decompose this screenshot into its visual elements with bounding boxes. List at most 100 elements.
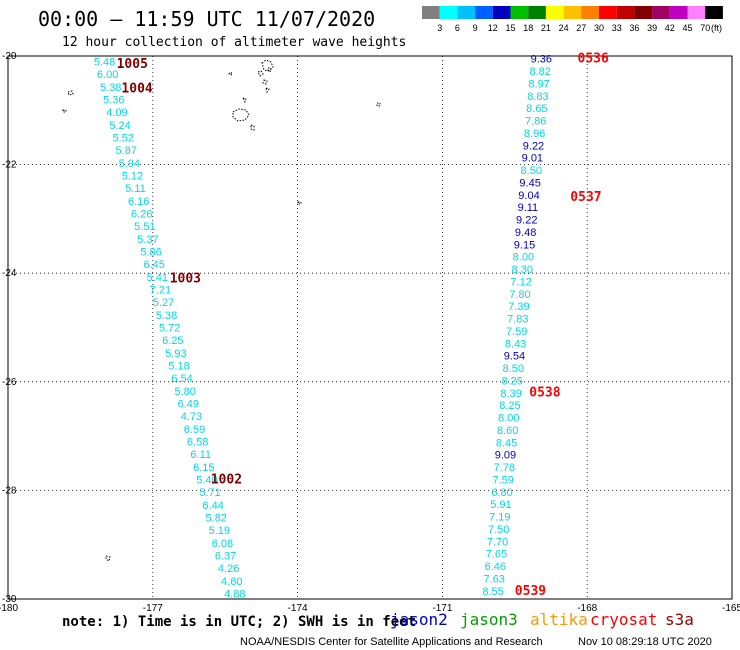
legend-swatch: [422, 6, 440, 19]
wave-height-point: 5.52: [112, 132, 133, 144]
wave-height-point: 6.00: [97, 69, 118, 81]
wave-height-point: 9.04: [518, 190, 539, 202]
legend-label: 21: [541, 23, 551, 33]
wave-height-point: 5.11: [125, 183, 146, 195]
wave-height-point: 9.09: [495, 450, 516, 462]
wave-height-point: 6.80: [491, 487, 512, 499]
wave-height-point: 7.12: [510, 276, 531, 288]
wave-height-point: 6.11: [190, 449, 211, 461]
legend-label: 39: [647, 23, 657, 33]
wave-height-point: 5.94: [119, 158, 140, 170]
legend-swatch: [475, 6, 493, 19]
wave-height-point: 5.38: [156, 310, 177, 322]
wave-height-point: 4.09: [106, 107, 127, 119]
wave-height-point: 7.50: [488, 524, 509, 536]
map-grid: -180 -177 -174 -171 -168 -165 -20 -22 -24 -26 -28 -…: [0, 51, 740, 614]
wave-height-point: 5.41: [147, 272, 168, 284]
legend-swatch: [705, 6, 723, 19]
wave-height-point: 8.97: [528, 78, 549, 90]
satellite-jason3: jason3: [460, 610, 518, 629]
legend-swatch: [510, 6, 529, 19]
y-tick-label: -24: [2, 268, 17, 279]
time-label: 1003: [170, 272, 201, 287]
time-label: 0538: [529, 386, 560, 401]
legend-swatch: [669, 6, 688, 19]
y-tick-label: -26: [2, 377, 17, 388]
wave-height-point: 6.58: [187, 437, 208, 449]
legend-label: 24: [559, 23, 569, 33]
wave-height-point: 5.36: [103, 94, 124, 106]
wave-height-point: 8.25: [499, 400, 520, 412]
time-label: 1002: [211, 473, 242, 488]
time-label: 0536: [578, 52, 609, 67]
legend-label: 45: [682, 23, 692, 33]
time-label: 1004: [121, 82, 152, 97]
wave-height-point: 6.54: [171, 373, 192, 385]
wave-height-point: 8.65: [526, 103, 547, 115]
wave-height-point: 5.27: [153, 297, 174, 309]
footer-timestamp: Nov 10 08:29:18 UTC 2020: [578, 636, 712, 648]
legend-swatch: [545, 6, 564, 19]
wave-height-point: 6.49: [178, 399, 199, 411]
color-legend: 3 6 9 12 15 18 21 24 27 30 33 36 39 42 45 70: [422, 6, 723, 33]
wave-height-point: 6.08: [212, 538, 233, 550]
legend-label: 18: [523, 23, 533, 33]
wave-height-point: 5.87: [116, 145, 137, 157]
plot-frame: [7, 55, 733, 600]
wave-height-point: 5.38: [100, 82, 121, 94]
wave-height-point: 6.37: [215, 551, 236, 563]
wave-height-point: 5.24: [109, 120, 130, 132]
legend-swatch: [457, 6, 476, 19]
wave-height-point: 8.25: [501, 375, 522, 387]
wave-height-point: 5.82: [206, 513, 227, 525]
footer-note: note: 1) Time is in UTC; 2) SWH is in fe…: [62, 614, 416, 630]
legend-swatch: [599, 6, 617, 19]
legend-label: 6: [455, 23, 460, 33]
wave-height-point: 5.86: [140, 246, 161, 258]
legend-swatch: [652, 6, 670, 19]
chart-subtitle: 12 hour collection of altimeter wave hei…: [62, 35, 406, 50]
legend-label: 33: [612, 23, 622, 33]
wave-height-point: 8.50: [521, 165, 542, 177]
time-label: 0539: [515, 584, 546, 599]
time-label: 0537: [570, 190, 601, 205]
wave-height-point: 8.50: [503, 363, 524, 375]
wave-height-point: 5.72: [159, 323, 180, 335]
wave-height-point: 8.00: [513, 252, 534, 264]
legend-label: 27: [576, 23, 586, 33]
legend-label: 30: [594, 23, 604, 33]
chart-title: 00:00 – 11:59 UTC 11/07/2020: [38, 7, 375, 31]
wave-height-point: 6.59: [184, 424, 205, 436]
wave-height-point: 6.16: [128, 196, 149, 208]
wave-height-point: 5.93: [165, 348, 186, 360]
wave-height-point: 8.82: [530, 66, 551, 78]
wave-height-point: 8.00: [498, 413, 519, 425]
wave-height-point: 5.48: [94, 56, 115, 68]
wave-height-point: 4.73: [181, 411, 202, 423]
wave-height-point: 6.15: [193, 462, 214, 474]
wave-height-point: 9.45: [519, 177, 540, 189]
wave-height-point: 5.19: [209, 525, 230, 537]
legend-swatch: [492, 6, 511, 19]
legend-swatch: [581, 6, 599, 19]
wave-height-point: 6.45: [143, 259, 164, 271]
wave-height-point: 6.46: [485, 561, 506, 573]
wave-height-point: 8.45: [496, 437, 517, 449]
y-tick-label: -30: [2, 594, 17, 605]
wave-height-point: 7.86: [525, 116, 546, 128]
wave-height-point: 8.39: [500, 388, 521, 400]
wave-height-point: 7.80: [509, 289, 530, 301]
wave-height-point: 4.26: [218, 563, 239, 575]
x-tick-label: -180: [0, 603, 18, 614]
wave-height-point: 7.59: [506, 326, 527, 338]
legend-label: 12: [488, 23, 498, 33]
wave-height-point: 9.11: [518, 202, 539, 214]
wave-height-point: 7.78: [494, 462, 515, 474]
wave-height-point: 5.51: [134, 221, 155, 233]
wave-height-point: 8.96: [524, 128, 545, 140]
wave-height-point: 9.22: [523, 140, 544, 152]
legend-label: 70: [700, 23, 710, 33]
island-cluster-north: [62, 59, 381, 562]
legend-label: 42: [665, 23, 675, 33]
satellite-altika: altika: [530, 610, 588, 629]
